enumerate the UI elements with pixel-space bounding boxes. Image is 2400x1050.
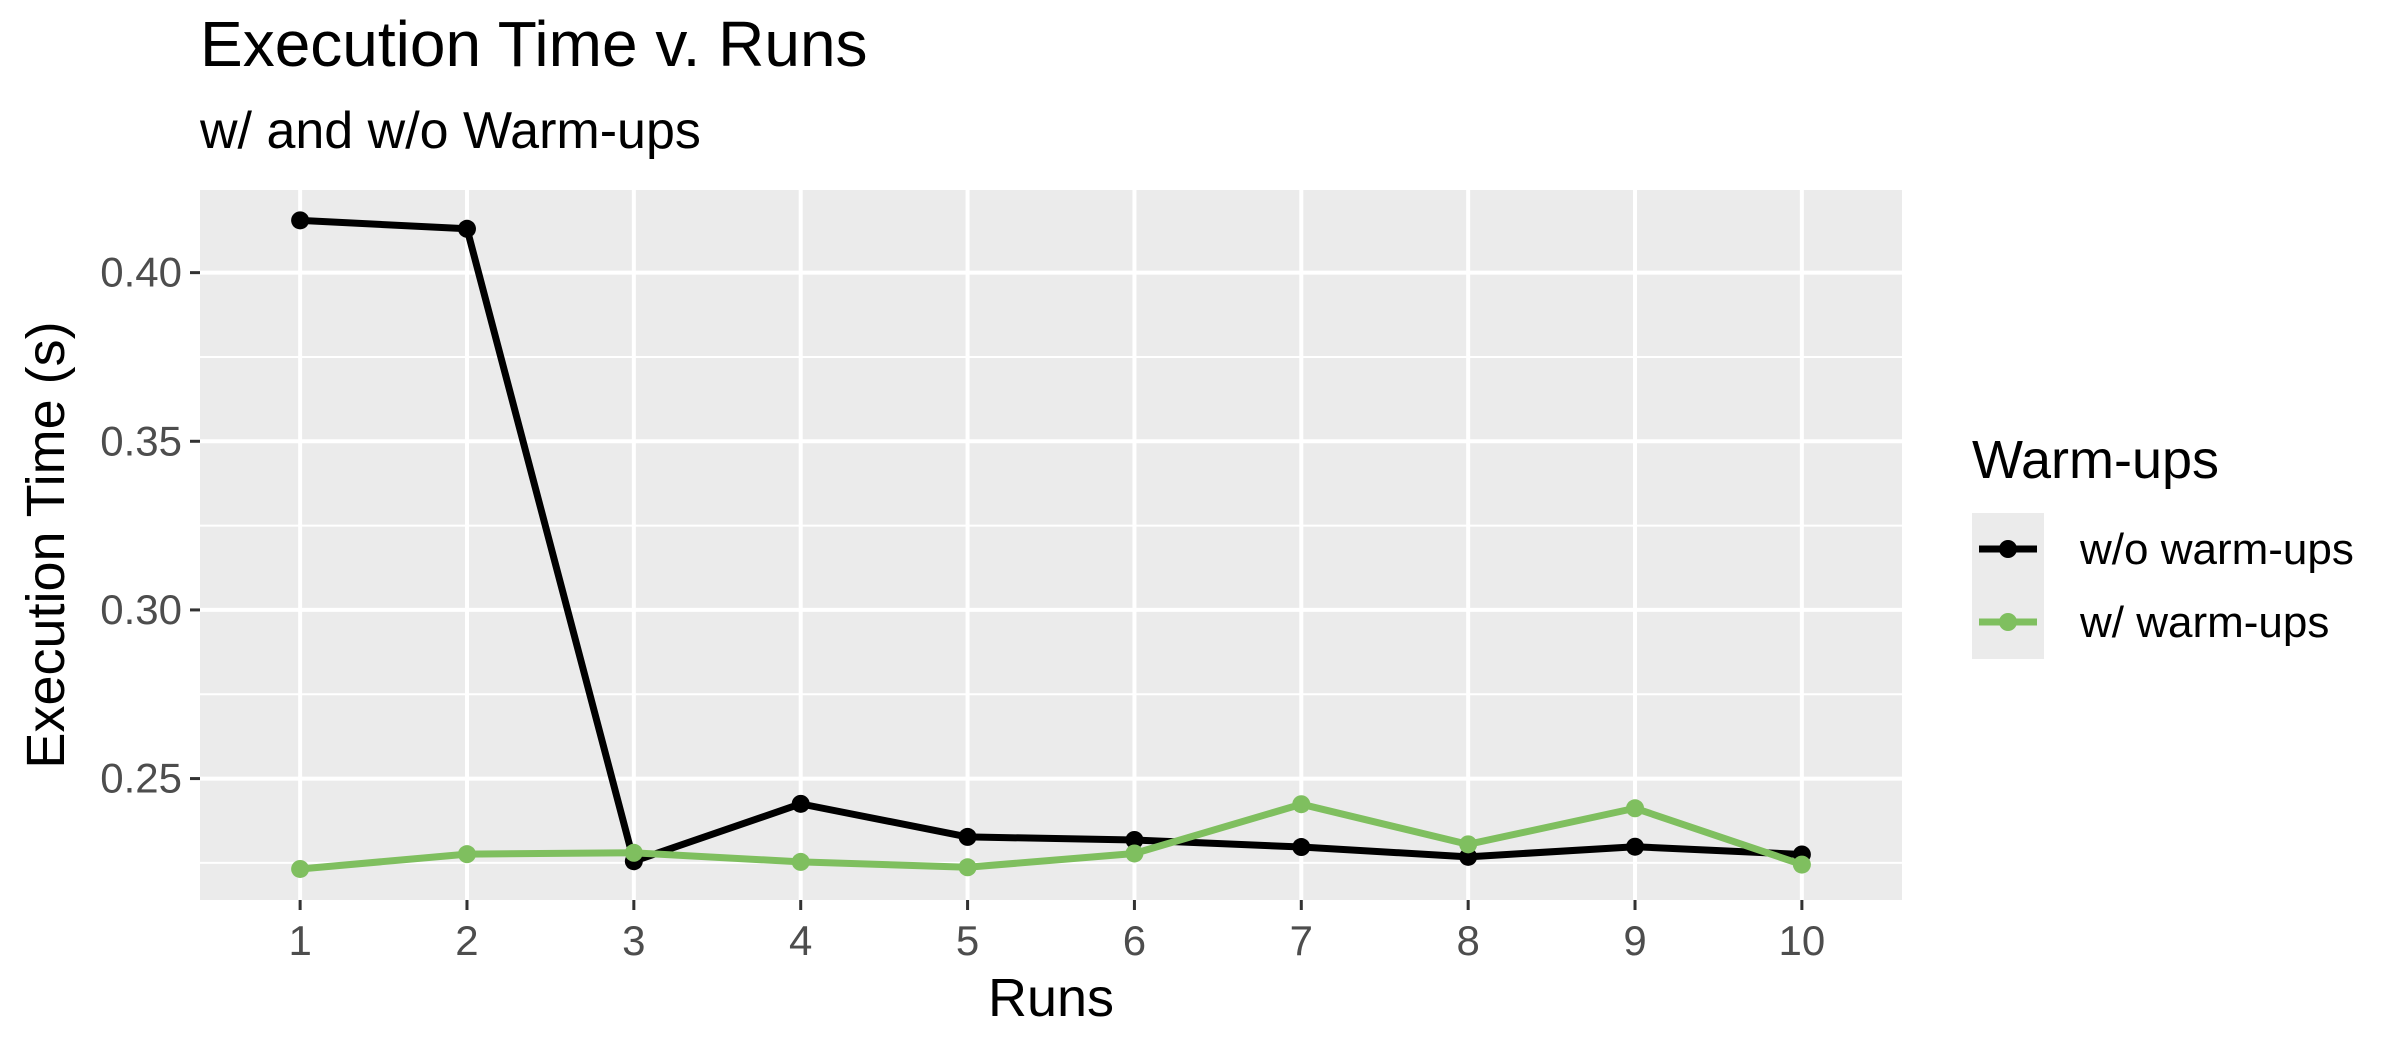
data-point-w-warm-ups <box>1125 844 1143 862</box>
x-tick-label: 2 <box>455 917 478 964</box>
data-point-w-o-warm-ups <box>959 828 977 846</box>
data-point-w-o-warm-ups <box>1626 838 1644 856</box>
y-tick-label: 0.25 <box>100 755 182 802</box>
legend-key-point <box>1999 613 2017 631</box>
data-point-w-warm-ups <box>959 858 977 876</box>
x-tick-label: 7 <box>1290 917 1313 964</box>
data-point-w-warm-ups <box>1793 856 1811 874</box>
x-tick-label: 1 <box>288 917 311 964</box>
data-point-w-warm-ups <box>1459 835 1477 853</box>
x-tick-labels: 1 2 3 4 5 6 7 8 9 10 <box>288 917 1825 964</box>
legend-key-point <box>1999 540 2017 558</box>
legend: Warm-ups w/o warm-ups w/ warm-ups <box>1972 430 2354 659</box>
data-point-w-o-warm-ups <box>291 211 309 229</box>
x-tick-label: 9 <box>1623 917 1646 964</box>
x-tick-label: 8 <box>1456 917 1479 964</box>
x-axis-title: Runs <box>988 968 1114 1028</box>
chart-subtitle: w/ and w/o Warm-ups <box>199 102 701 160</box>
y-tick-label: 0.35 <box>100 417 182 464</box>
x-tick-label: 3 <box>622 917 645 964</box>
legend-label: w/ warm-ups <box>2079 598 2329 647</box>
y-tick-label: 0.40 <box>100 249 182 296</box>
legend-key-background <box>1972 513 2044 659</box>
y-tick-label: 0.30 <box>100 586 182 633</box>
data-point-w-warm-ups <box>291 860 309 878</box>
data-point-w-warm-ups <box>1626 799 1644 817</box>
y-tick-labels: 0.25 0.30 0.35 0.40 <box>100 249 182 802</box>
data-point-w-warm-ups <box>458 845 476 863</box>
x-tick-label: 6 <box>1123 917 1146 964</box>
y-axis-title: Execution Time (s) <box>16 321 76 768</box>
legend-title: Warm-ups <box>1972 430 2219 490</box>
x-tick-label: 5 <box>956 917 979 964</box>
data-point-w-warm-ups <box>792 853 810 871</box>
plot-panel <box>200 190 1902 900</box>
data-point-w-o-warm-ups <box>458 220 476 238</box>
data-point-w-warm-ups <box>625 844 643 862</box>
data-point-w-o-warm-ups <box>1292 838 1310 856</box>
x-tick-label: 10 <box>1779 917 1826 964</box>
x-tick-label: 4 <box>789 917 812 964</box>
chart-title: Execution Time v. Runs <box>200 8 868 80</box>
data-point-w-warm-ups <box>1292 795 1310 813</box>
legend-label: w/o warm-ups <box>2079 525 2354 574</box>
data-point-w-o-warm-ups <box>792 795 810 813</box>
